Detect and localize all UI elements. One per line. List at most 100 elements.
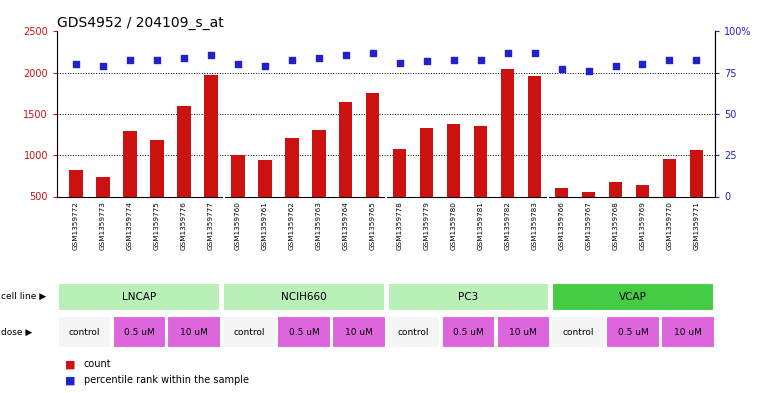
Text: GSM1359773: GSM1359773 bbox=[100, 201, 106, 250]
Text: 10 uM: 10 uM bbox=[345, 328, 373, 336]
Text: GSM1359766: GSM1359766 bbox=[559, 201, 565, 250]
Point bbox=[664, 56, 676, 62]
Text: GSM1359779: GSM1359779 bbox=[424, 201, 430, 250]
Bar bbox=[555, 188, 568, 238]
Text: GSM1359764: GSM1359764 bbox=[342, 201, 349, 250]
Text: 0.5 uM: 0.5 uM bbox=[453, 328, 484, 336]
Bar bbox=[366, 92, 380, 238]
Bar bbox=[552, 316, 605, 348]
Point bbox=[556, 66, 568, 73]
Bar bbox=[222, 316, 275, 348]
Text: dose ▶: dose ▶ bbox=[1, 328, 32, 336]
Bar bbox=[312, 130, 326, 238]
Bar bbox=[528, 76, 541, 238]
Bar bbox=[663, 160, 677, 238]
Point bbox=[339, 51, 352, 58]
Bar bbox=[277, 316, 331, 348]
Point bbox=[610, 63, 622, 69]
Text: control: control bbox=[234, 328, 265, 336]
Text: 0.5 uM: 0.5 uM bbox=[288, 328, 320, 336]
Text: 10 uM: 10 uM bbox=[180, 328, 209, 336]
Text: GSM1359769: GSM1359769 bbox=[639, 201, 645, 250]
Text: 0.5 uM: 0.5 uM bbox=[124, 328, 154, 336]
Point bbox=[97, 63, 109, 69]
Text: GSM1359771: GSM1359771 bbox=[693, 201, 699, 250]
Bar bbox=[167, 316, 221, 348]
Text: NCIH660: NCIH660 bbox=[281, 292, 326, 302]
Bar bbox=[497, 316, 550, 348]
Bar bbox=[258, 160, 272, 238]
Point bbox=[205, 51, 217, 58]
Bar bbox=[420, 128, 434, 238]
Bar bbox=[96, 177, 110, 238]
Bar bbox=[609, 182, 622, 238]
Text: count: count bbox=[84, 359, 111, 369]
Point bbox=[393, 60, 406, 66]
Text: GSM1359770: GSM1359770 bbox=[667, 201, 673, 250]
Bar bbox=[689, 150, 703, 238]
Text: GSM1359768: GSM1359768 bbox=[613, 201, 619, 250]
Text: 10 uM: 10 uM bbox=[509, 328, 537, 336]
Bar bbox=[69, 170, 83, 238]
Bar bbox=[123, 131, 137, 238]
Text: 0.5 uM: 0.5 uM bbox=[618, 328, 648, 336]
Bar bbox=[332, 316, 386, 348]
Point bbox=[447, 56, 460, 62]
Point bbox=[421, 58, 433, 64]
Text: ■: ■ bbox=[65, 375, 75, 385]
Bar bbox=[661, 316, 715, 348]
Bar bbox=[339, 101, 352, 238]
Bar bbox=[387, 316, 441, 348]
Text: GSM1359778: GSM1359778 bbox=[396, 201, 403, 250]
Bar bbox=[501, 70, 514, 238]
Bar bbox=[177, 106, 190, 238]
Point bbox=[636, 61, 648, 68]
Text: GSM1359783: GSM1359783 bbox=[532, 201, 537, 250]
Point bbox=[70, 61, 82, 68]
Bar bbox=[582, 191, 595, 238]
Bar bbox=[231, 155, 244, 238]
Point bbox=[124, 56, 136, 62]
Bar bbox=[223, 283, 385, 311]
Bar bbox=[387, 283, 549, 311]
Text: control: control bbox=[68, 328, 100, 336]
Bar bbox=[58, 316, 111, 348]
Point bbox=[313, 55, 325, 61]
Point bbox=[475, 56, 487, 62]
Point bbox=[582, 68, 594, 74]
Bar bbox=[635, 185, 649, 238]
Point bbox=[178, 55, 190, 61]
Text: GSM1359765: GSM1359765 bbox=[370, 201, 376, 250]
Point bbox=[232, 61, 244, 68]
Text: GSM1359774: GSM1359774 bbox=[127, 201, 133, 250]
Text: GSM1359775: GSM1359775 bbox=[154, 201, 160, 250]
Text: GSM1359762: GSM1359762 bbox=[288, 201, 295, 250]
Point bbox=[259, 63, 271, 69]
Text: VCAP: VCAP bbox=[619, 292, 647, 302]
Point bbox=[501, 50, 514, 56]
Bar bbox=[204, 75, 218, 238]
Text: control: control bbox=[562, 328, 594, 336]
Point bbox=[285, 56, 298, 62]
Point bbox=[367, 50, 379, 56]
Bar bbox=[552, 283, 714, 311]
Text: GSM1359763: GSM1359763 bbox=[316, 201, 322, 250]
Text: GSM1359781: GSM1359781 bbox=[478, 201, 484, 250]
Text: GSM1359760: GSM1359760 bbox=[235, 201, 240, 250]
Bar bbox=[59, 283, 221, 311]
Text: GSM1359777: GSM1359777 bbox=[208, 201, 214, 250]
Text: ■: ■ bbox=[65, 359, 75, 369]
Point bbox=[151, 56, 163, 62]
Text: LNCAP: LNCAP bbox=[123, 292, 157, 302]
Text: GSM1359761: GSM1359761 bbox=[262, 201, 268, 250]
Text: GDS4952 / 204109_s_at: GDS4952 / 204109_s_at bbox=[57, 17, 224, 30]
Text: PC3: PC3 bbox=[458, 292, 479, 302]
Point bbox=[690, 56, 702, 62]
Text: GSM1359782: GSM1359782 bbox=[505, 201, 511, 250]
Point bbox=[528, 50, 540, 56]
Bar bbox=[474, 125, 487, 238]
Text: control: control bbox=[398, 328, 429, 336]
Bar bbox=[393, 149, 406, 238]
Bar bbox=[113, 316, 166, 348]
Bar bbox=[150, 140, 164, 238]
